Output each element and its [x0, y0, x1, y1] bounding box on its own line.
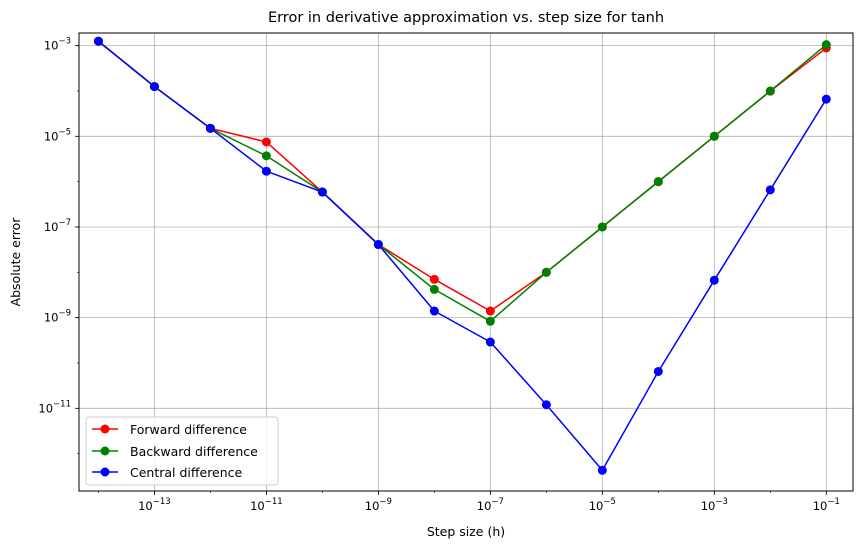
legend-marker-backward: [100, 446, 110, 456]
legend-entry-central: Central difference: [92, 465, 243, 480]
legend-box: [85, 416, 279, 486]
series-2: [93, 36, 831, 475]
data-point: [821, 94, 831, 104]
data-point: [485, 337, 495, 347]
data-point: [653, 366, 663, 376]
x-tick-label: 10−5: [589, 497, 616, 513]
x-tick-label: 10−3: [701, 497, 728, 513]
x-tick-label: 10−1: [813, 497, 840, 513]
data-point: [653, 177, 663, 187]
data-point: [373, 240, 383, 250]
data-point: [765, 185, 775, 195]
y-tick-label: 10−5: [44, 127, 71, 143]
y-tick-label: 10−11: [38, 399, 71, 415]
data-point: [205, 123, 215, 133]
legend-entry-backward: Backward difference: [92, 444, 258, 459]
data-point: [709, 275, 719, 285]
data-point: [261, 137, 271, 147]
series-line: [97, 40, 827, 472]
legend-entry-forward: Forward difference: [92, 422, 247, 437]
data-point: [317, 187, 327, 197]
data-point: [429, 306, 439, 316]
chart-title: Error in derivative approximation vs. st…: [268, 10, 664, 26]
data-point: [541, 267, 551, 277]
axis-ticks: 10−13 10−11 10−9 10−7 10−5 10−3 10−1 10−11 10−9 1…: [38, 37, 839, 513]
series-1: [93, 36, 831, 326]
data-point: [261, 166, 271, 176]
data-point: [821, 40, 831, 50]
legend-label-backward: Backward difference: [130, 444, 258, 459]
legend-label-forward: Forward difference: [130, 422, 247, 437]
x-tick-label: 10−13: [138, 497, 171, 513]
data-point: [429, 274, 439, 284]
data-point: [597, 465, 607, 475]
data-point: [541, 400, 551, 410]
series-line: [97, 40, 827, 312]
x-tick-label: 10−7: [477, 497, 504, 513]
plot-series: [93, 36, 831, 475]
series-line: [97, 40, 827, 323]
plot-frame: [78, 32, 854, 492]
x-tick-label: 10−11: [250, 497, 283, 513]
data-point: [485, 316, 495, 326]
data-point: [261, 151, 271, 161]
legend-marker-forward: [100, 424, 110, 434]
x-tick-label: 10−9: [365, 497, 392, 513]
data-point: [765, 86, 775, 96]
y-axis-label: Absolute error: [8, 217, 23, 307]
data-point: [429, 284, 439, 294]
x-axis-label: Step size (h): [427, 524, 505, 539]
grid: [79, 33, 853, 491]
y-tick-label: 10−9: [44, 309, 71, 325]
legend-marker-central: [100, 467, 110, 477]
data-point: [597, 222, 607, 232]
data-point: [709, 131, 719, 141]
legend: Forward difference Backward difference C…: [85, 416, 279, 486]
legend-label-central: Central difference: [130, 465, 243, 480]
y-tick-label: 10−3: [44, 37, 71, 53]
data-point: [149, 82, 159, 92]
data-point: [93, 36, 103, 46]
y-tick-label: 10−7: [44, 218, 71, 234]
data-point: [485, 306, 495, 316]
series-0: [93, 36, 831, 316]
